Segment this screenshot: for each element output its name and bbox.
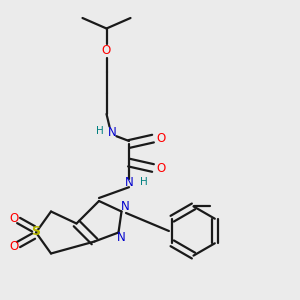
Text: O: O	[156, 161, 165, 175]
Text: H: H	[140, 177, 147, 187]
Text: O: O	[156, 132, 165, 145]
Text: O: O	[9, 212, 18, 225]
Text: N: N	[121, 200, 130, 214]
Text: N: N	[108, 126, 117, 139]
Text: O: O	[102, 44, 111, 58]
Text: N: N	[124, 176, 134, 190]
Text: O: O	[9, 240, 18, 254]
Text: S: S	[32, 225, 40, 238]
Text: H: H	[96, 126, 104, 136]
Text: N: N	[117, 231, 126, 244]
